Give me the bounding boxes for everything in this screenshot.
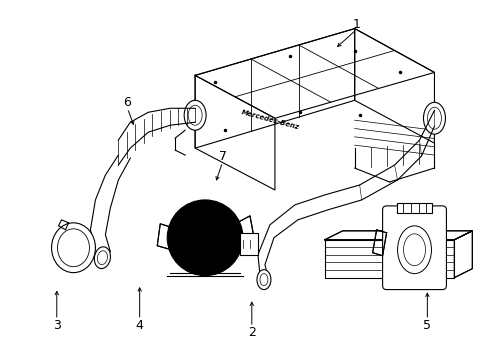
Ellipse shape xyxy=(423,102,445,134)
Text: 1: 1 xyxy=(352,18,360,31)
Ellipse shape xyxy=(94,247,110,269)
FancyBboxPatch shape xyxy=(382,206,446,289)
Ellipse shape xyxy=(51,223,95,273)
Polygon shape xyxy=(157,224,173,250)
Bar xyxy=(396,203,431,213)
Polygon shape xyxy=(324,231,471,240)
Ellipse shape xyxy=(256,270,270,289)
Text: 4: 4 xyxy=(136,319,143,332)
Polygon shape xyxy=(237,216,254,250)
Circle shape xyxy=(167,200,243,276)
Text: Mercedes-Benz: Mercedes-Benz xyxy=(240,109,299,131)
Text: 7: 7 xyxy=(218,150,226,163)
Bar xyxy=(324,240,453,278)
Ellipse shape xyxy=(184,100,205,130)
Text: 6: 6 xyxy=(123,96,131,109)
Text: 5: 5 xyxy=(423,319,430,332)
Bar xyxy=(240,233,258,255)
Ellipse shape xyxy=(397,226,430,274)
Polygon shape xyxy=(453,231,471,278)
Text: 3: 3 xyxy=(53,319,61,332)
Polygon shape xyxy=(372,230,386,256)
Text: 2: 2 xyxy=(247,326,255,339)
